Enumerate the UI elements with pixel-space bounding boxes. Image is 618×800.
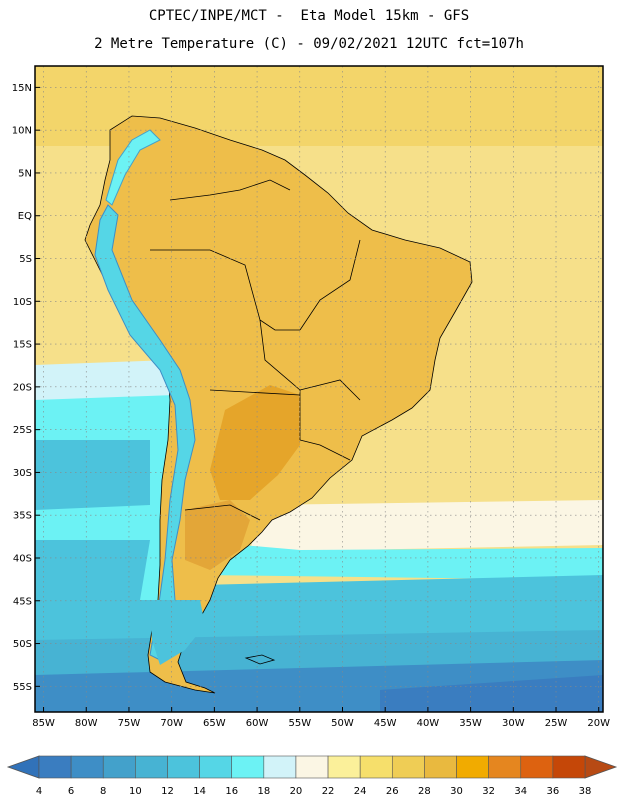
colorbar-high-arrow bbox=[584, 755, 618, 779]
pale-band-pacific bbox=[35, 360, 175, 400]
lat-tick-label: 45S bbox=[13, 596, 32, 607]
map-frame bbox=[34, 65, 604, 713]
lon-tick-label: 85W bbox=[32, 718, 55, 729]
lat-tick-label: 20S bbox=[13, 382, 32, 393]
colorbar-swatch bbox=[456, 755, 489, 779]
colorbar-tick-label: 26 bbox=[386, 786, 399, 797]
colorbar-tick-label: 38 bbox=[579, 786, 592, 797]
colorbar-tick-label: 4 bbox=[36, 786, 42, 797]
lon-tick-label: 75W bbox=[118, 718, 141, 729]
colorbar-tick-label: 16 bbox=[225, 786, 238, 797]
lat-tick-label: 5N bbox=[18, 168, 32, 179]
colorbar-swatch bbox=[199, 755, 233, 779]
colorbar-swatch bbox=[359, 755, 393, 779]
lat-tick-label: 55S bbox=[13, 682, 32, 693]
colorbar-swatch bbox=[295, 755, 329, 779]
colorbar-swatch bbox=[167, 755, 200, 779]
colorbar-tick-label: 8 bbox=[100, 786, 106, 797]
lat-tick-label: 50S bbox=[13, 639, 32, 650]
colorbar-swatch bbox=[391, 755, 425, 779]
lat-tick-label: 35S bbox=[13, 511, 32, 522]
lat-tick-label: 5S bbox=[19, 254, 32, 265]
colorbar-tick-label: 24 bbox=[354, 786, 367, 797]
colorbar-tick-label: 18 bbox=[257, 786, 270, 797]
colorbar-tick-label: 10 bbox=[129, 786, 142, 797]
colorbar-swatch bbox=[135, 755, 168, 779]
colorbar-tick-label: 32 bbox=[482, 786, 495, 797]
lon-tick-label: 20W bbox=[587, 718, 610, 729]
graticule bbox=[35, 66, 603, 712]
lon-tick-label: 70W bbox=[160, 718, 183, 729]
colorbar-tick-label: 20 bbox=[290, 786, 303, 797]
lat-tick-label: 10S bbox=[13, 297, 32, 308]
colorbar: 4 6 8 10 12 14 16 18 20 22 24 26 28 30 32 34 36 38 bbox=[6, 755, 618, 797]
chart-subtitle: 2 Metre Temperature (C) - 09/02/2021 12U… bbox=[94, 36, 524, 52]
andes-north-cold bbox=[105, 129, 161, 206]
lat-tick-label: 10N bbox=[12, 126, 32, 137]
colorbar-swatch bbox=[70, 755, 104, 779]
colorbar-swatch bbox=[520, 755, 554, 779]
lon-tick-label: 65W bbox=[203, 718, 226, 729]
lon-tick-label: 30W bbox=[502, 718, 525, 729]
colorbar-tick-label: 30 bbox=[450, 786, 463, 797]
colorbar-swatch bbox=[231, 755, 265, 779]
lat-tick-label: 25S bbox=[13, 425, 32, 436]
colorbar-swatch bbox=[263, 755, 297, 779]
latitude-labels: 15N 10N 5N EQ 5S 10S 15S 20S 25S 30S 35S 40S 45S 50S 5… bbox=[12, 83, 32, 693]
lon-tick-label: 60W bbox=[246, 718, 269, 729]
lon-tick-label: 45W bbox=[374, 718, 397, 729]
country-borders bbox=[150, 179, 361, 521]
lon-tick-label: 40W bbox=[417, 718, 440, 729]
lon-tick-label: 50W bbox=[331, 718, 354, 729]
cool-band-south-atlantic bbox=[250, 500, 603, 552]
colorbar-tick-label: 6 bbox=[68, 786, 74, 797]
lat-tick-label: EQ bbox=[18, 211, 32, 222]
longitude-labels: 85W 80W 75W 70W 65W 60W 55W 50W 45W 40W 35W 30W 25W 2… bbox=[32, 718, 610, 729]
colorbar-tick-label: 28 bbox=[418, 786, 431, 797]
colorbar-tick-label: 12 bbox=[161, 786, 174, 797]
hot-region-chaco bbox=[210, 385, 300, 500]
colorbar-swatch bbox=[488, 755, 522, 779]
colorbar-swatch bbox=[38, 755, 72, 779]
falkland-islands bbox=[244, 654, 276, 665]
colorbar-swatch bbox=[424, 755, 457, 779]
lon-tick-label: 55W bbox=[288, 718, 311, 729]
colorbar-tick-label: 22 bbox=[322, 786, 335, 797]
colorbar-tick-label: 34 bbox=[514, 786, 527, 797]
colorbar-swatch bbox=[552, 755, 586, 779]
colorbar-low-arrow bbox=[6, 755, 40, 779]
lat-tick-label: 40S bbox=[13, 553, 32, 564]
colorbar-swatch bbox=[327, 755, 361, 779]
lat-tick-label: 30S bbox=[13, 468, 32, 479]
lon-tick-label: 25W bbox=[545, 718, 568, 729]
lat-tick-label: 15N bbox=[12, 83, 32, 94]
lon-tick-label: 35W bbox=[459, 718, 482, 729]
water-band-6 bbox=[380, 675, 603, 712]
lat-tick-label: 15S bbox=[13, 340, 32, 351]
colorbar-tick-label: 14 bbox=[193, 786, 206, 797]
patagonia-cold bbox=[150, 600, 205, 665]
colorbar-swatch bbox=[102, 755, 136, 779]
hot-region-patagonia bbox=[185, 500, 250, 570]
chart-title: CPTEC/INPE/MCT - Eta Model 15km - GFS bbox=[148, 8, 470, 24]
lon-tick-label: 80W bbox=[75, 718, 98, 729]
colorbar-tick-label: 36 bbox=[547, 786, 560, 797]
